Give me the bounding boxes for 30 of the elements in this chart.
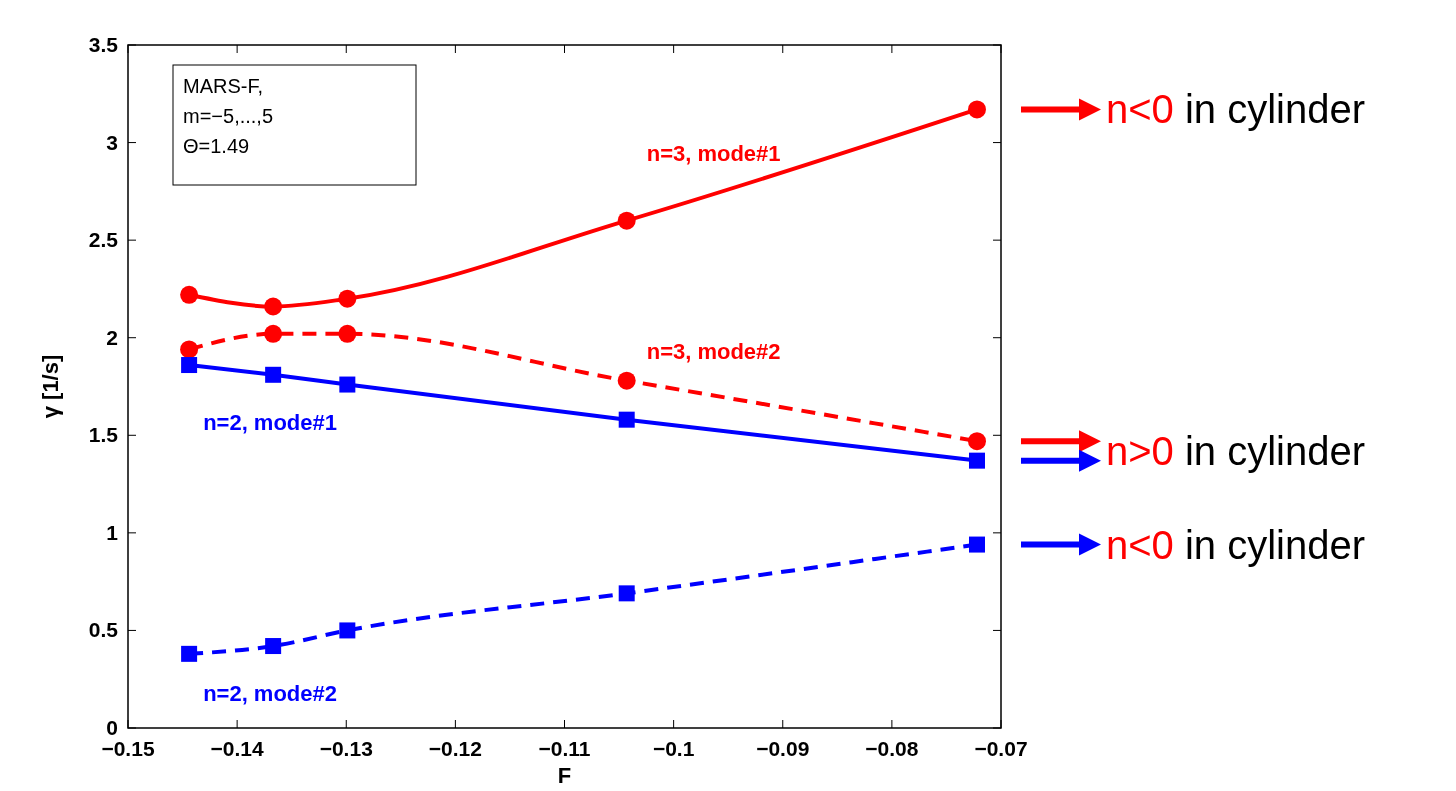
text: n<0 in cylinder (1106, 87, 1366, 132)
series-label: n=2, mode#1 (203, 409, 338, 435)
y-tick-label: 2.5 (88, 228, 119, 252)
x-tick-label: −0.09 (756, 737, 810, 760)
note-box: MARS-F, m=−5,...,5 Θ=1.49 (172, 64, 417, 186)
x-tick-label: −0.11 (538, 737, 591, 760)
annotation: m=−5,...,5 (183, 105, 274, 127)
series-label: n=2, mode#2 (203, 681, 338, 707)
annotation: Θ=1.49 (183, 135, 250, 157)
y-tick-label: 1 (106, 520, 119, 544)
text: n<0 in cylinder (1106, 522, 1366, 567)
y-tick-label: 2 (106, 325, 118, 349)
x-axis-title: F (557, 763, 572, 788)
series-label: n=3, mode#2 (646, 338, 781, 364)
y-tick-label: 3 (106, 130, 118, 154)
series-label: n=3, mode#1 (646, 140, 781, 166)
y-tick-label: 0 (106, 716, 118, 739)
x-tick-label: −0.1 (652, 737, 695, 760)
x-tick-label: −0.15 (101, 737, 155, 760)
annotation: MARS-F, (183, 75, 263, 97)
x-tick-label: −0.08 (865, 737, 919, 760)
y-tick-label: 1.5 (88, 423, 119, 447)
x-tick-label: −0.07 (974, 737, 1028, 760)
text: n>0 in cylinder (1106, 428, 1366, 473)
y-tick-label: 3.5 (88, 33, 119, 56)
x-tick-label: −0.12 (428, 737, 482, 760)
y-axis-title: γ [1/s] (38, 354, 63, 419)
x-tick-label: −0.13 (319, 737, 373, 760)
x-tick-label: −0.14 (210, 737, 265, 760)
y-tick-label: 0.5 (88, 618, 119, 642)
